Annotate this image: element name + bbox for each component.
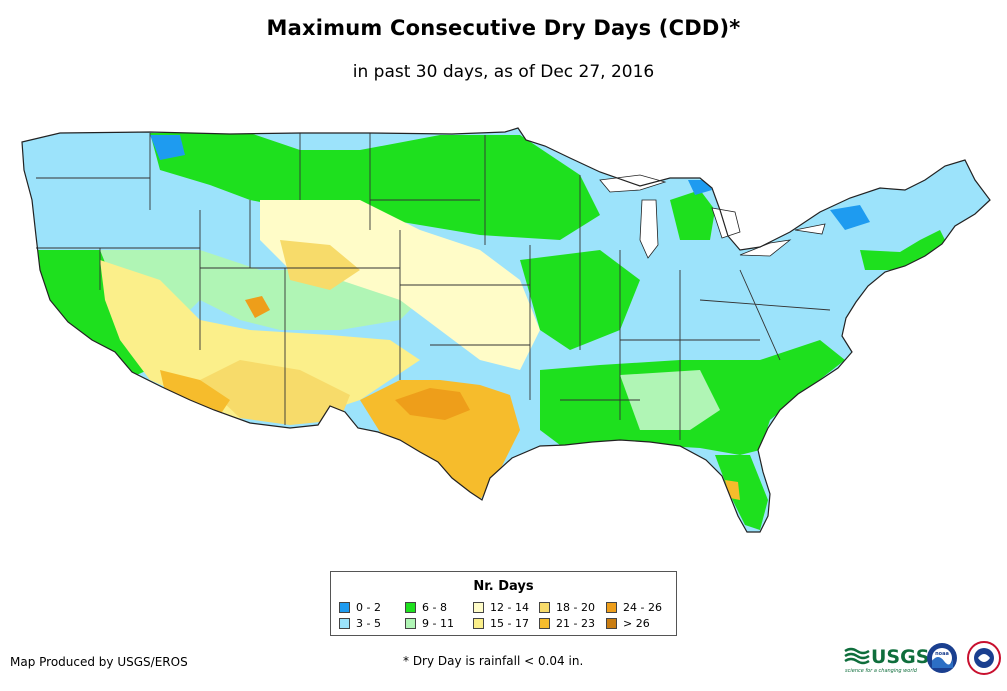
zone-6-8-florida	[715, 455, 768, 530]
state-lines	[36, 133, 831, 440]
legend-swatch	[539, 602, 550, 613]
legend-title: Nr. Days	[473, 579, 534, 594]
zone-24-26-utah	[245, 296, 270, 318]
legend-label: 9 - 11	[422, 617, 454, 630]
us-cdd-map	[21, 127, 991, 533]
zone-21-23-florida	[725, 480, 740, 500]
lake-ontario	[794, 223, 826, 235]
legend-item: 0 - 2	[339, 602, 381, 614]
legend-label: 21 - 23	[556, 617, 595, 630]
legend-item: 21 - 23	[539, 618, 595, 630]
noaa-wave-icon	[932, 657, 953, 668]
zone-0-2-new-york	[830, 205, 870, 230]
legend-item: 18 - 20	[539, 602, 595, 614]
nws-logo	[967, 641, 1001, 675]
zone-0-2-montana	[150, 135, 185, 160]
legend-label: 15 - 17	[490, 617, 529, 630]
legend-swatch	[405, 618, 416, 629]
zone-21-23-texas	[360, 380, 520, 500]
legend: Nr. Days 0 - 2 3 - 5 6 - 8 9 - 11 12 - 1…	[330, 571, 677, 636]
legend-item: > 26	[606, 618, 650, 630]
map-subtitle: in past 30 days, as of Dec 27, 2016	[352, 62, 655, 82]
nws-cloud-icon	[978, 654, 990, 662]
agency-logos: USGS science for a changing world noaa	[844, 641, 1001, 675]
zone-24-26-texas	[395, 388, 470, 420]
zone-21-23-arizona	[160, 370, 230, 415]
zone-18-20-south	[200, 360, 350, 425]
legend-label: 24 - 26	[623, 601, 662, 614]
legend-swatch	[473, 618, 484, 629]
legend-item: 24 - 26	[606, 602, 662, 614]
noaa-text: noaa	[935, 651, 949, 657]
legend-swatch	[606, 602, 617, 613]
legend-item: 3 - 5	[339, 618, 381, 630]
lake-michigan	[639, 199, 659, 259]
legend-swatch	[339, 602, 350, 613]
legend-label: 0 - 2	[356, 601, 381, 614]
legend-swatch	[606, 618, 617, 629]
legend-swatch	[473, 602, 484, 613]
legend-label: 3 - 5	[356, 617, 381, 630]
cdd-fill-layer	[22, 128, 990, 532]
legend-item: 12 - 14	[473, 602, 529, 614]
legend-item: 15 - 17	[473, 618, 529, 630]
zone-18-20-colorado	[280, 240, 360, 290]
map-credit: Map Produced by USGS/EROS	[10, 655, 188, 669]
usgs-waves-icon	[844, 647, 870, 665]
usgs-logo: USGS science for a changing world	[844, 646, 929, 674]
legend-item: 9 - 11	[405, 618, 454, 630]
zone-6-8-northeast	[860, 230, 950, 270]
legend-label: 12 - 14	[490, 601, 529, 614]
legend-swatch	[339, 618, 350, 629]
usgs-tagline: science for a changing world	[845, 668, 918, 674]
lake-huron	[711, 207, 741, 239]
zone-6-8-michigan	[670, 190, 715, 240]
legend-item: 6 - 8	[405, 602, 447, 614]
noaa-logo: noaa	[927, 643, 957, 673]
legend-swatch	[539, 618, 550, 629]
legend-label: 18 - 20	[556, 601, 595, 614]
zone-6-8-north	[150, 133, 600, 240]
legend-label: > 26	[623, 617, 650, 630]
usgs-text: USGS	[871, 646, 929, 668]
dry-day-footnote: * Dry Day is rainfall < 0.04 in.	[403, 654, 584, 668]
state-boundaries	[36, 133, 831, 440]
legend-label: 6 - 8	[422, 601, 447, 614]
zone-9-11-southeast	[620, 370, 720, 430]
legend-swatch	[405, 602, 416, 613]
map-title: Maximum Consecutive Dry Days (CDD)*	[266, 16, 741, 40]
